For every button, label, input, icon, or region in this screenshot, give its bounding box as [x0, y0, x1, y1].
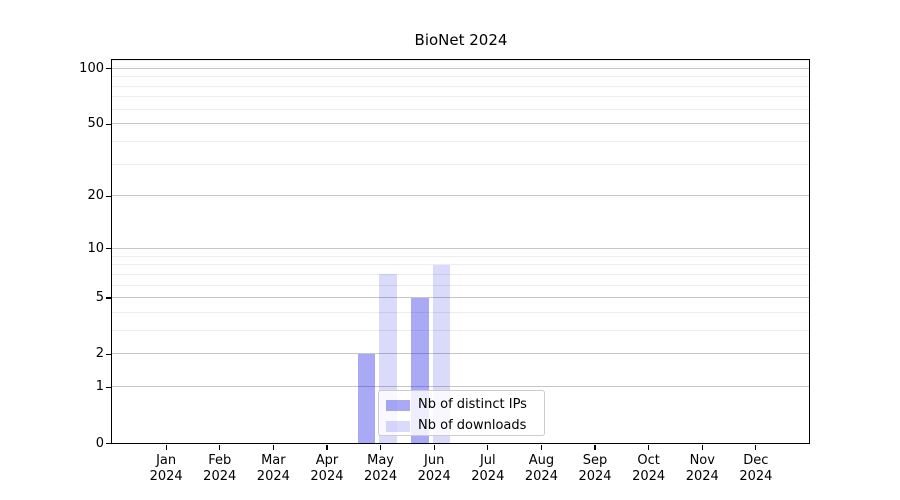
x-tick-mark-apr [326, 445, 328, 450]
gridline-minor-6 [112, 284, 809, 286]
y-tick-label-20: 20 [87, 188, 104, 204]
bar-nb-of-distinct-ips-may [357, 353, 376, 443]
y-tick-mark-0 [106, 442, 111, 445]
x-tick-label-aug: Aug 2024 [524, 452, 558, 485]
gridline-minor-8 [112, 264, 809, 266]
legend-swatch-distinct-ips [386, 399, 410, 411]
x-tick-mark-oct [648, 445, 650, 450]
gridline-major-20 [112, 195, 809, 197]
x-tick-label-oct: Oct 2024 [632, 452, 666, 485]
plot-area [111, 59, 810, 444]
x-tick-label-nov: Nov 2024 [685, 452, 719, 485]
x-tick-mark-nov [701, 445, 703, 450]
legend-item-nb-of-downloads: Nb of downloads [386, 417, 544, 435]
legend-swatch-downloads [386, 420, 410, 432]
gridline-major-100 [112, 67, 809, 69]
y-tick-label-1: 1 [95, 379, 104, 395]
x-tick-mark-aug [540, 445, 542, 450]
y-tick-label-50: 50 [87, 116, 104, 132]
x-tick-mark-jul [487, 445, 489, 450]
gridline-major-10 [112, 247, 809, 249]
x-tick-label-jun: Jun 2024 [417, 452, 451, 485]
y-tick-mark-2 [106, 353, 111, 355]
x-tick-label-jan: Jan 2024 [149, 452, 183, 485]
gridline-minor-4 [112, 311, 809, 313]
gridline-minor-80 [112, 85, 809, 87]
gridline-major-1 [112, 386, 809, 388]
x-tick-mark-sep [594, 445, 596, 450]
y-tick-label-5: 5 [95, 290, 104, 306]
gridline-minor-30 [112, 163, 809, 165]
x-tick-label-sep: Sep 2024 [578, 452, 612, 485]
x-tick-mark-jun [433, 445, 435, 450]
x-tick-label-may: May 2024 [364, 452, 398, 485]
gridline-minor-110 [112, 60, 809, 62]
y-tick-label-100: 100 [79, 60, 104, 76]
legend: Nb of distinct IPs Nb of downloads [378, 390, 545, 436]
y-tick-label-10: 10 [87, 240, 104, 256]
x-tick-mark-jan [165, 445, 167, 450]
gridline-minor-70 [112, 96, 809, 98]
y-tick-mark-10 [106, 248, 111, 250]
gridline-minor-60 [112, 108, 809, 110]
chart-title: BioNet 2024 [414, 31, 508, 49]
gridline-major-50 [112, 123, 809, 125]
x-tick-mark-may [379, 445, 382, 450]
gridline-minor-40 [112, 141, 809, 143]
y-tick-mark-50 [106, 123, 111, 125]
y-tick-mark-5 [106, 297, 111, 299]
legend-item-nb-of-distinct-ips: Nb of distinct IPs [386, 396, 544, 414]
x-tick-mark-feb [219, 445, 221, 450]
x-tick-mark-mar [272, 445, 274, 450]
gridline-minor-9 [112, 255, 809, 257]
y-tick-label-0: 0 [95, 435, 104, 451]
y-tick-mark-20 [106, 195, 111, 197]
y-tick-mark-100 [106, 68, 111, 70]
x-tick-label-apr: Apr 2024 [310, 452, 344, 485]
legend-label: Nb of downloads [418, 418, 527, 433]
x-tick-mark-dec [755, 445, 757, 450]
y-tick-mark-1 [106, 386, 111, 388]
x-tick-label-dec: Dec 2024 [739, 452, 773, 485]
gridline-minor-3 [112, 329, 809, 331]
x-tick-label-mar: Mar 2024 [256, 452, 290, 485]
gridline-major-5 [112, 297, 809, 299]
y-tick-label-2: 2 [95, 346, 104, 362]
x-tick-label-jul: Jul 2024 [471, 452, 505, 485]
gridline-minor-90 [112, 76, 809, 78]
legend-label: Nb of distinct IPs [418, 397, 527, 412]
gridline-minor-7 [112, 273, 809, 275]
x-tick-label-feb: Feb 2024 [203, 452, 237, 485]
gridline-major-2 [112, 353, 809, 355]
